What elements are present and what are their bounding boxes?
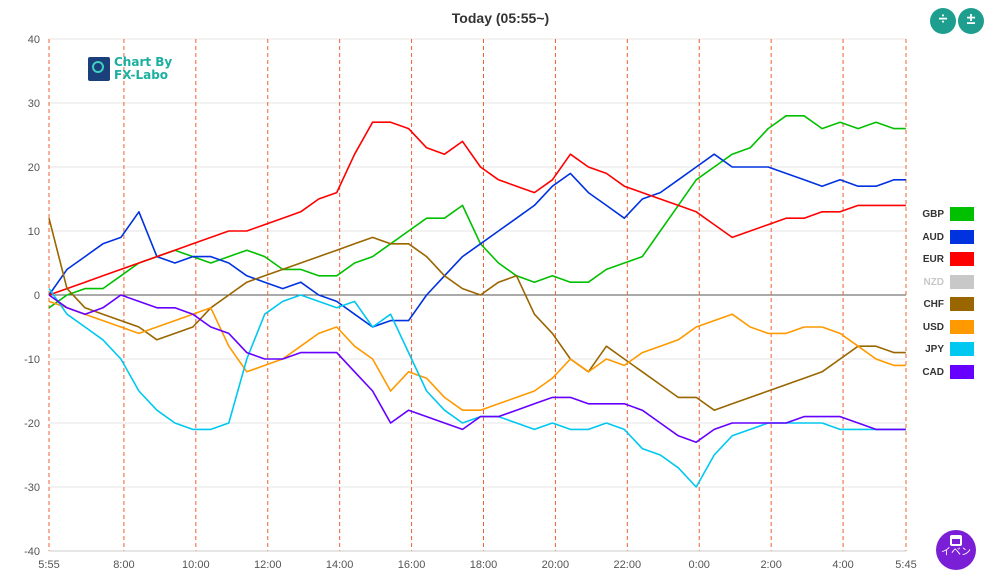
x-tick-label: 18:00 (470, 559, 498, 571)
legend-item-usd[interactable]: USD (918, 319, 978, 342)
x-tick-label: 14:00 (326, 559, 354, 571)
chart-title: Today (05:55~) (451, 10, 550, 26)
y-tick-label: 10 (28, 226, 40, 238)
y-tick-label: -40 (24, 546, 40, 558)
legend-item-gbp[interactable]: GBP (918, 206, 978, 229)
series-line-usd (48, 300, 906, 411)
x-tick-label: 5:55 (38, 559, 59, 571)
series-line-cad (48, 294, 906, 443)
x-tick-label: 12:00 (254, 559, 282, 571)
y-tick-label: -20 (24, 418, 40, 430)
y-axis-ticks: 40 30 20 10 0 -10 -20 -30 -40 (24, 34, 40, 558)
legend-label: CHF (923, 299, 944, 310)
legend-label: NZD (923, 276, 944, 288)
legend-label: USD (922, 321, 944, 333)
grid (48, 38, 907, 552)
series-lines (48, 115, 906, 488)
legend: GBP AUD EUR NZD CHF USD JPY CAD (918, 206, 978, 386)
logo-line-1: Chart By (114, 55, 173, 69)
event-button[interactable]: イベン (936, 530, 976, 570)
legend-item-jpy[interactable]: JPY (918, 341, 978, 364)
x-tick-label: 16:00 (398, 559, 426, 571)
legend-swatch (950, 319, 974, 334)
logo-line-2: FX-Labo (114, 68, 169, 82)
series-line-eur (48, 121, 906, 296)
legend-item-cad[interactable]: CAD (918, 364, 978, 387)
y-tick-label: -30 (24, 482, 40, 494)
y-tick-label: 40 (28, 34, 40, 46)
legend-label: GBP (922, 209, 944, 220)
legend-swatch (950, 364, 974, 379)
x-tick-label: 2:00 (760, 559, 781, 571)
legend-item-aud[interactable]: AUD (918, 229, 978, 252)
logo-text: Chart By FX-Labo (114, 56, 172, 82)
legend-swatch (950, 252, 974, 266)
x-tick-label: 5:45 (895, 559, 916, 571)
legend-swatch (950, 274, 974, 289)
y-tick-label: 30 (28, 98, 40, 110)
legend-label: CAD (922, 366, 944, 378)
y-tick-label: -10 (24, 354, 40, 366)
compress-vertical-button[interactable]: ÷ (930, 8, 956, 34)
legend-swatch (950, 342, 974, 356)
x-tick-label: 22:00 (614, 559, 642, 571)
legend-label: EUR (922, 254, 944, 265)
logo-magnifier-icon (88, 57, 110, 81)
fx-labo-logo: Chart By FX-Labo (88, 55, 178, 85)
legend-label: AUD (922, 231, 944, 243)
x-tick-label: 8:00 (113, 559, 134, 571)
series-line-chf (48, 218, 906, 411)
legend-swatch (950, 229, 974, 244)
expand-vertical-icon: ± (966, 11, 976, 28)
calendar-icon (950, 535, 962, 546)
compress-vertical-icon: ÷ (938, 11, 948, 28)
x-axis-ticks: 5:55 8:00 10:00 12:00 14:00 16:00 18:00 20:00 22… (38, 559, 916, 571)
y-tick-label: 20 (28, 162, 40, 174)
x-tick-label: 0:00 (689, 559, 710, 571)
legend-item-nzd[interactable]: NZD (918, 274, 978, 297)
legend-item-eur[interactable]: EUR (918, 251, 978, 274)
legend-item-chf[interactable]: CHF (918, 296, 978, 319)
x-tick-label: 10:00 (182, 559, 210, 571)
legend-label: JPY (925, 344, 944, 355)
series-line-gbp (48, 115, 906, 309)
series-line-aud (48, 153, 906, 328)
expand-vertical-button[interactable]: ± (958, 8, 984, 34)
x-tick-label: 20:00 (542, 559, 570, 571)
legend-swatch (950, 297, 974, 311)
legend-swatch (950, 207, 974, 221)
y-tick-label: 0 (34, 290, 40, 302)
event-button-label: イベン (941, 547, 971, 558)
x-tick-label: 4:00 (832, 559, 853, 571)
